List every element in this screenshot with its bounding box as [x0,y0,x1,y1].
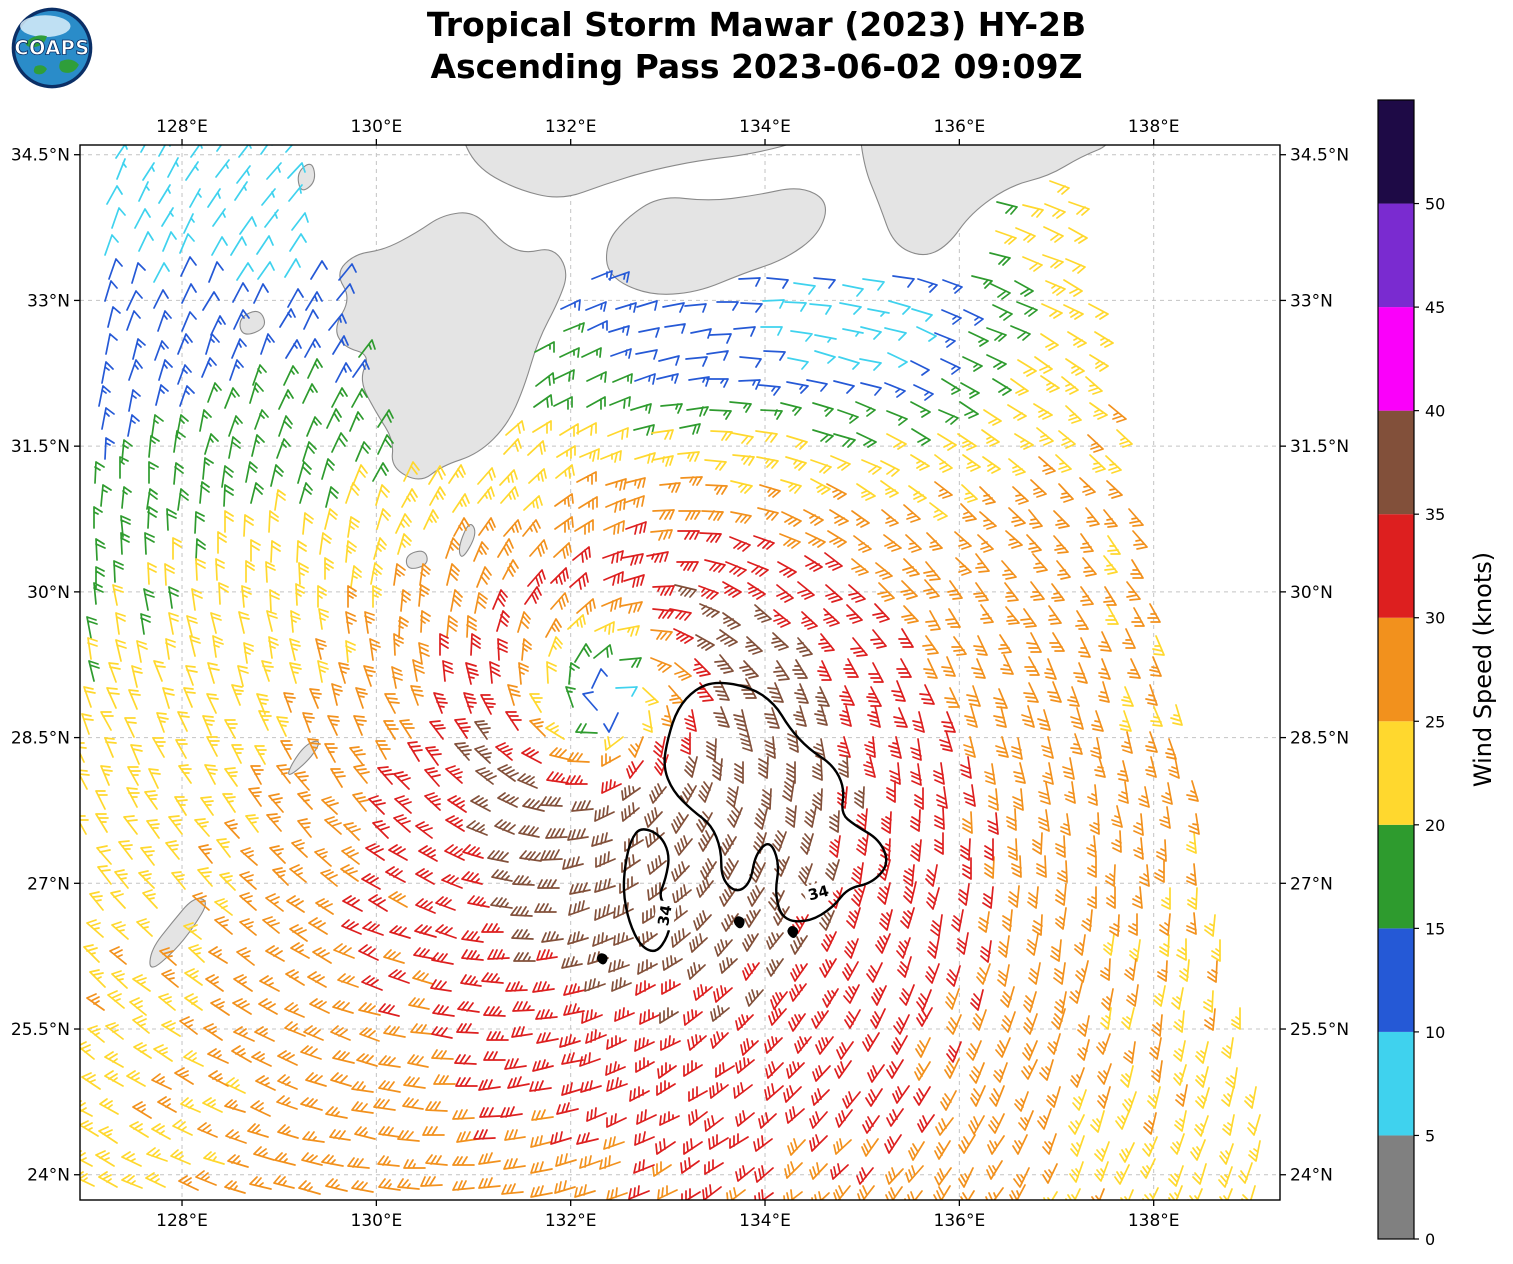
colorbar-tick-label: 30 [1425,609,1445,628]
y-tick-label-left: 30°N [27,583,70,603]
y-tick-label-left: 28.5°N [11,729,70,749]
y-tick-label-right: 27°N [1290,874,1333,894]
colorbar-tick-label: 15 [1425,919,1445,938]
contour-speck [596,953,608,965]
svg-text:34: 34 [806,882,831,905]
colorbar-tick-label: 10 [1425,1023,1445,1042]
y-tick-label-left: 34.5°N [11,146,70,166]
land-honshu-east [860,145,1107,256]
x-tick-label-bottom: 136°E [934,1211,986,1231]
wind-barbs-speed-band-5 [86,404,1218,1200]
y-tick-label-right: 31.5°N [1290,437,1349,457]
contour-label: 34 [802,879,835,907]
contour-loop [622,828,673,953]
colorbar-segment-15-20 [1378,824,1414,929]
y-tick-label-left: 25.5°N [11,1020,70,1040]
colorbar-tick-label: 40 [1425,402,1445,421]
land-okinawa [149,898,206,968]
logo-text: COAPS [14,37,89,60]
logo-cloud [20,15,71,38]
wind-barbs-speed-band-7 [454,584,865,1024]
x-tick-label-bottom: 132°E [545,1211,597,1231]
x-tick-label-bottom: 138°E [1128,1211,1180,1231]
colorbar-frame [1377,99,1415,1240]
colorbar-segment-20-25 [1378,721,1414,825]
logo-land-1 [25,35,47,48]
colorbar-tick-label: 0 [1425,1230,1435,1249]
coastline-land [149,145,1107,968]
wind-barbs [80,145,1261,1200]
colorbar-segment-5-10 [1378,1031,1414,1136]
x-tick-label-top: 130°E [351,117,403,137]
plot-frame [79,144,1281,1201]
x-tick-label-top: 136°E [934,117,986,137]
wind-barbs-speed-band-4 [80,180,1261,1200]
colorbar-tick-label: 20 [1425,816,1445,835]
colorbar-segment-35-40 [1378,410,1414,515]
colorbar-segment-25-30 [1378,617,1414,722]
x-tick-label-bottom: 134°E [739,1211,791,1231]
y-tick-label-left: 33°N [27,291,70,311]
y-tick-label-right: 24°N [1290,1166,1333,1186]
y-tick-label-right: 33°N [1290,291,1333,311]
land-shikoku [605,188,827,295]
y-tick-label-right: 34.5°N [1290,146,1349,166]
coaps-logo: COAPS [11,7,93,89]
x-tick-label-bottom: 130°E [351,1211,403,1231]
y-tick-label-right: 25.5°N [1290,1020,1349,1040]
colorbar-tick-label: 45 [1425,298,1445,317]
x-tick-label-top: 132°E [545,117,597,137]
land-tanegashima [458,524,476,557]
y-tick-label-right: 28.5°N [1290,729,1349,749]
title-block: Tropical Storm Mawar (2023) HY-2B Ascend… [0,4,1513,88]
logo-land-2 [59,59,79,73]
y-tick-label-right: 30°N [1290,583,1333,603]
wind-barbs-speed-band-3 [86,201,1038,734]
contour-speck [787,926,799,938]
land-goto [239,310,266,335]
colorbar-segment-30-35 [1378,514,1414,618]
colorbar: 0 5 10 15 20 25 30 35 40 45 50 Wind Speed (knots) [1377,99,1497,1249]
colorbar-tick-label: 35 [1425,505,1445,524]
x-tick-label-top: 134°E [739,117,791,137]
x-tick-label-top: 128°E [156,117,208,137]
land-kyushu [336,212,567,480]
axis-ticks-labels: 128°E 128°E 130°E 130°E 132°E 132°E 134°E 134°E… [11,117,1349,1231]
land-amami [288,740,320,775]
logo-land-3 [33,65,47,75]
wind-barbs-speed-band-2 [98,256,984,733]
y-tick-label-left: 24°N [27,1166,70,1186]
colorbar-segment-45-50 [1378,203,1414,308]
x-tick-label-bottom: 128°E [156,1211,208,1231]
land-honshu-west [465,145,789,198]
contour-label: 34 [652,899,678,931]
wind-barbs-speed-band-1 [104,145,937,697]
chart-title: Tropical Storm Mawar (2023) HY-2B [426,5,1087,44]
chart-subtitle: Ascending Pass 2023-06-02 09:09Z [430,47,1083,87]
land-yakushima [405,550,428,569]
x-tick-label-top: 138°E [1128,117,1180,137]
y-tick-label-left: 27°N [27,874,70,894]
colorbar-tick-label: 50 [1425,195,1445,214]
contour-34kt [596,681,888,965]
colorbar-tick-label: 5 [1425,1126,1435,1145]
colorbar-segment-50-55 [1378,100,1414,204]
colorbar-segment-10-15 [1378,928,1414,1032]
contour-speck [733,916,745,929]
y-tick-label-left: 31.5°N [11,437,70,457]
contour-loop [663,681,888,923]
colorbar-segment-0-5 [1378,1135,1414,1239]
colorbar-axis-label: Wind Speed (knots) [1469,552,1497,787]
colorbar-segment-40-45 [1378,307,1414,411]
colorbar-tick-label: 25 [1425,712,1445,731]
svg-text:34: 34 [654,904,675,928]
wind-barbs-speed-band-6 [341,521,999,1200]
